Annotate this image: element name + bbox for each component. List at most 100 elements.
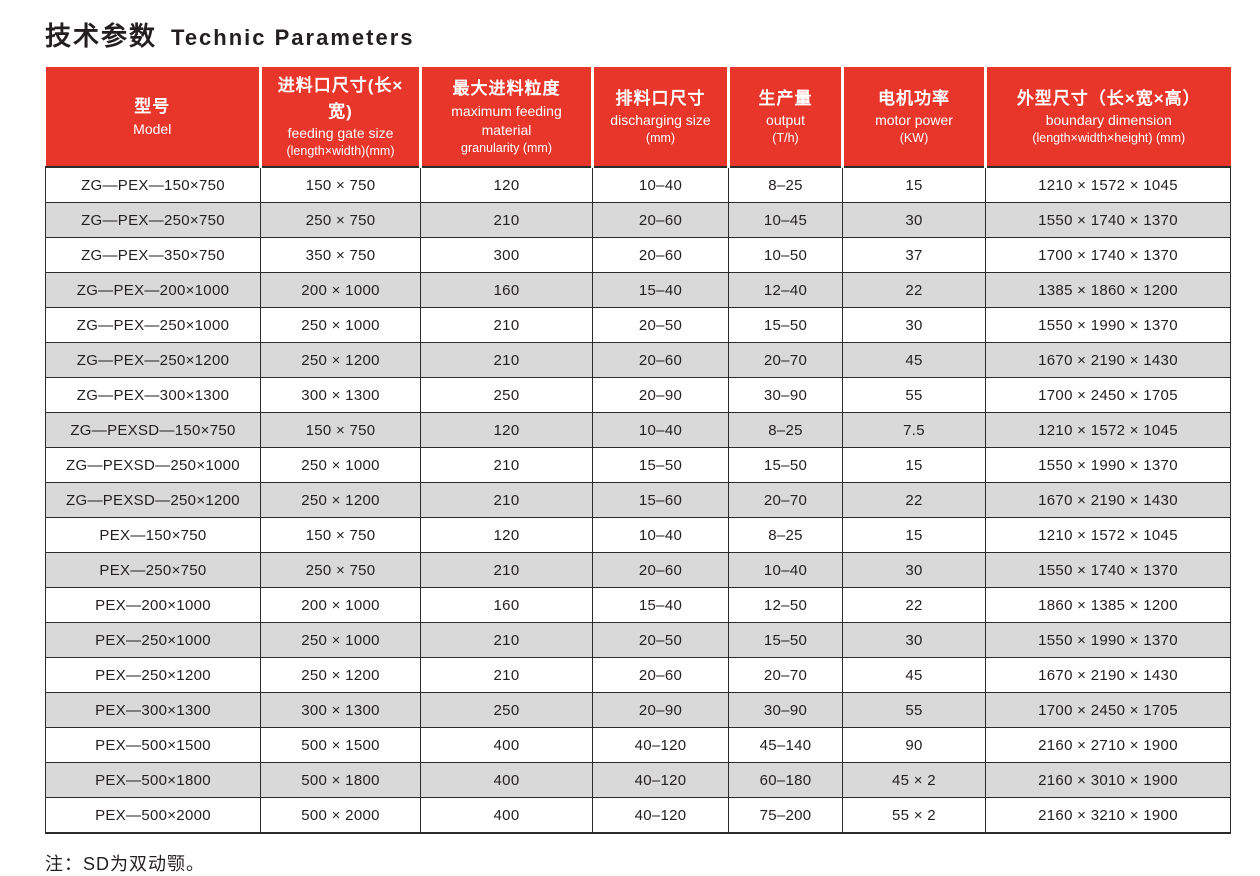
model-cell: ZG—PEXSD—250×1000 (45, 447, 261, 483)
model-cell: ZG—PEX—250×750 (45, 202, 261, 238)
value-cell: 55 × 2 (842, 797, 986, 834)
table-row: ZG—PEXSD—150×750 150 × 750 120 10–40 8–25 7.5… (45, 412, 1231, 448)
page-title-en: Technic Parameters (171, 25, 415, 50)
value-cell: 15–50 (728, 307, 843, 343)
value-cell: 250 × 1000 (260, 622, 421, 658)
value-cell: 250 × 750 (260, 552, 421, 588)
model-cell: ZG—PEX—250×1000 (45, 307, 261, 343)
value-cell: 250 × 1000 (260, 447, 421, 483)
value-cell: 150 × 750 (260, 517, 421, 553)
value-cell: 37 (842, 237, 986, 273)
value-cell: 1550 × 1990 × 1370 (985, 622, 1231, 658)
model-cell: PEX—250×1000 (45, 622, 261, 658)
value-cell: 210 (420, 657, 593, 693)
value-cell: 1550 × 1990 × 1370 (985, 447, 1231, 483)
column-header: 电机功率 motor power (KW) (841, 67, 986, 168)
table-row: ZG—PEX—250×750 250 × 750 210 20–60 10–45 30 15… (45, 202, 1231, 238)
value-cell: 45 (842, 657, 986, 693)
value-cell: 20–70 (728, 342, 843, 378)
value-cell: 30 (842, 552, 986, 588)
model-cell: ZG—PEX—150×750 (45, 166, 261, 203)
value-cell: 210 (420, 307, 593, 343)
value-cell: 2160 × 3210 × 1900 (985, 797, 1231, 834)
model-cell: ZG—PEX—300×1300 (45, 377, 261, 413)
value-cell: 210 (420, 447, 593, 483)
value-cell: 10–40 (592, 166, 729, 203)
value-cell: 45 × 2 (842, 762, 986, 798)
value-cell: 10–45 (728, 202, 843, 238)
table-row: ZG—PEX—250×1200 250 × 1200 210 20–60 20–70 45… (45, 342, 1231, 378)
column-header-sub: (T/h) (772, 131, 799, 146)
value-cell: 20–70 (728, 657, 843, 693)
table-row: ZG—PEX—350×750 350 × 750 300 20–60 10–50 37 17… (45, 237, 1231, 273)
column-header-sub: granularity (mm) (461, 140, 552, 155)
column-header-zh: 进料口尺寸(长×宽) (277, 76, 404, 121)
column-header-en: discharging size (610, 112, 711, 129)
value-cell: 8–25 (728, 166, 843, 203)
table-header: 型号 Model 进料口尺寸(长×宽) feeding gate size (lengt… (45, 67, 1231, 168)
value-cell: 55 (842, 692, 986, 728)
value-cell: 120 (420, 166, 593, 203)
value-cell: 210 (420, 622, 593, 658)
value-cell: 200 × 1000 (260, 587, 421, 623)
column-header-zh: 型号 (134, 97, 171, 117)
value-cell: 12–50 (728, 587, 843, 623)
value-cell: 20–50 (592, 622, 729, 658)
value-cell: 1385 × 1860 × 1200 (985, 272, 1231, 308)
column-header-zh: 最大进料粒度 (452, 79, 561, 99)
column-header-sub: (KW) (899, 131, 929, 146)
value-cell: 1860 × 1385 × 1200 (985, 587, 1231, 623)
model-cell: PEX—250×750 (45, 552, 261, 588)
page-title-zh: 技术参数 (45, 21, 158, 51)
model-cell: PEX—500×1500 (45, 727, 261, 763)
value-cell: 120 (420, 517, 593, 553)
value-cell: 210 (420, 552, 593, 588)
value-cell: 20–90 (592, 692, 729, 728)
value-cell: 15–60 (592, 482, 729, 518)
value-cell: 60–180 (728, 762, 843, 798)
column-header-sub: (length×width)(mm) (286, 144, 395, 158)
page-title: 技术参数 Technic Parameters (45, 16, 1230, 53)
column-header-en: output (766, 112, 805, 129)
value-cell: 1550 × 1740 × 1370 (985, 552, 1231, 588)
value-cell: 10–40 (592, 412, 729, 448)
footnote: 注：SD为双动颚。 (45, 854, 206, 874)
value-cell: 210 (420, 342, 593, 378)
value-cell: 400 (420, 762, 593, 798)
value-cell: 500 × 1800 (260, 762, 421, 798)
value-cell: 160 (420, 587, 593, 623)
table-row: PEX—500×1800 500 × 1800 400 40–120 60–180 45 … (45, 762, 1231, 798)
value-cell: 1700 × 1740 × 1370 (985, 237, 1231, 273)
table-row: PEX—150×750 150 × 750 120 10–40 8–25 15 1210 ×… (45, 517, 1231, 553)
value-cell: 22 (842, 272, 986, 308)
value-cell: 30 (842, 202, 986, 238)
value-cell: 10–50 (728, 237, 843, 273)
value-cell: 20–90 (592, 377, 729, 413)
table-row: ZG—PEX—150×750 150 × 750 120 10–40 8–25 15 121… (45, 166, 1231, 203)
value-cell: 1550 × 1740 × 1370 (985, 202, 1231, 238)
table-row: ZG—PEX—200×1000 200 × 1000 160 15–40 12–40 22… (45, 272, 1231, 308)
value-cell: 20–60 (592, 657, 729, 693)
column-header-en: motor power (875, 112, 953, 129)
value-cell: 300 (420, 237, 593, 273)
value-cell: 10–40 (728, 552, 843, 588)
column-header: 生产量 output (T/h) (727, 67, 843, 168)
value-cell: 30–90 (728, 692, 843, 728)
column-header-sub: (length×width×height) (mm) (1032, 131, 1186, 146)
column-header-zh: 生产量 (758, 88, 813, 108)
value-cell: 15 (842, 166, 986, 203)
value-cell: 15 (842, 447, 986, 483)
value-cell: 2160 × 3010 × 1900 (985, 762, 1231, 798)
model-cell: ZG—PEX—250×1200 (45, 342, 261, 378)
column-header: 外型尺寸（长×宽×高） boundary dimension (length×wid… (984, 67, 1231, 168)
value-cell: 30 (842, 307, 986, 343)
value-cell: 150 × 750 (260, 166, 421, 203)
value-cell: 250 (420, 692, 593, 728)
value-cell: 7.5 (842, 412, 986, 448)
table-body: ZG—PEX—150×750 150 × 750 120 10–40 8–25 15 121… (45, 166, 1231, 834)
table-row: ZG—PEX—300×1300 300 × 1300 250 20–90 30–90 55… (45, 377, 1231, 413)
parameters-table: 型号 Model 进料口尺寸(长×宽) feeding gate size (lengt… (45, 67, 1231, 834)
model-cell: ZG—PEXSD—250×1200 (45, 482, 261, 518)
value-cell: 10–40 (592, 517, 729, 553)
value-cell: 40–120 (592, 797, 729, 834)
